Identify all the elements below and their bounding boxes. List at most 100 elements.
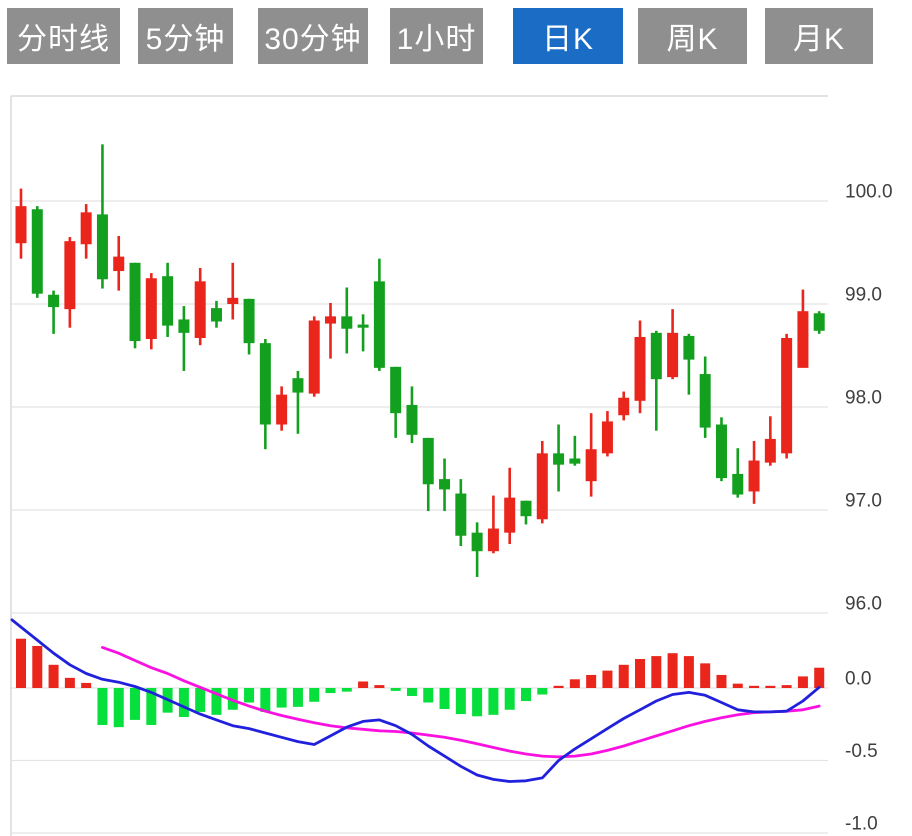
candle-wick <box>296 370 300 434</box>
candle-wick <box>52 290 55 334</box>
macd-bar <box>292 688 303 707</box>
macd-tick-label: 0.0 <box>845 669 871 690</box>
macd-bar <box>814 667 825 688</box>
candle-body <box>308 320 320 394</box>
macd-bar <box>618 664 629 688</box>
price-tick-label: 96.0 <box>845 594 882 615</box>
macd-bar <box>260 688 271 712</box>
macd-bar <box>586 674 597 688</box>
candle-wick <box>182 306 186 371</box>
macd-bar <box>667 653 678 688</box>
macd-bar <box>32 645 43 688</box>
macd-bar <box>309 688 320 702</box>
candle-body <box>455 493 467 536</box>
price-tick-label: 99.0 <box>845 285 882 306</box>
candle-body <box>96 214 108 280</box>
macd-bar <box>325 688 336 694</box>
macd-bar <box>439 688 450 710</box>
candle-body <box>683 335 695 360</box>
macd-bar <box>244 688 255 703</box>
candle-body <box>292 378 304 393</box>
macd-bar <box>781 685 792 688</box>
candle-body <box>259 343 271 425</box>
price-tick-label: 98.0 <box>845 388 882 409</box>
macd-bar <box>455 688 466 715</box>
candle-wick <box>573 435 577 466</box>
tab-minute-line[interactable]: 分时线 <box>7 8 120 64</box>
timeframe-tabbar: 分时线 5分钟 30分钟 1小时 日K 周K 月K <box>0 0 912 72</box>
candle-body <box>650 332 662 380</box>
macd-bar <box>651 656 662 688</box>
candle-body <box>129 262 141 342</box>
macd-bar <box>178 688 189 717</box>
candle-body <box>390 366 402 414</box>
candle-body <box>585 449 597 482</box>
candle-body <box>80 212 92 245</box>
candle-body <box>357 324 369 328</box>
candle-body <box>520 500 532 517</box>
candle-body <box>162 276 174 326</box>
candle-body <box>797 311 809 368</box>
candle-body <box>276 394 288 425</box>
candle-wick <box>492 495 495 554</box>
candle-body <box>813 313 825 331</box>
candle-body <box>504 497 516 533</box>
price-tick-label: 97.0 <box>845 491 882 512</box>
macd-bar <box>553 685 564 688</box>
macd-bar <box>406 688 417 696</box>
macd-bar <box>374 685 385 688</box>
macd-bar <box>423 688 434 703</box>
price-tick-label: 100.0 <box>845 182 893 203</box>
macd-bar <box>504 688 515 710</box>
candle-wick <box>231 262 235 320</box>
candle-body <box>439 479 451 490</box>
macd-bar <box>146 688 157 725</box>
tab-monthly-k[interactable]: 月K <box>765 8 873 64</box>
candle-body <box>618 397 630 416</box>
macd-bar <box>635 659 646 688</box>
candle-body <box>145 278 157 340</box>
candle-wick <box>329 302 332 359</box>
candle-body <box>113 256 125 272</box>
macd-bar <box>683 656 694 688</box>
macd-bar <box>276 688 287 708</box>
macd-bar <box>113 688 124 728</box>
candle-body <box>781 337 793 454</box>
macd-bar <box>341 688 352 692</box>
macd-bar <box>716 674 727 688</box>
candle-body <box>732 473 744 495</box>
tab-1hour[interactable]: 1小时 <box>390 8 483 64</box>
macd-bar <box>81 682 92 688</box>
tab-weekly-k[interactable]: 周K <box>638 8 747 64</box>
tab-daily-k[interactable]: 日K <box>513 8 623 64</box>
dea-line <box>101 646 821 759</box>
candle-body <box>31 209 43 294</box>
candle-wick <box>361 314 365 352</box>
tab-label: 1小时 <box>396 23 477 56</box>
candle-body <box>210 308 222 322</box>
candle-body <box>178 319 190 333</box>
candle-body <box>194 281 206 338</box>
tab-label: 周K <box>666 23 719 56</box>
tab-5min[interactable]: 5分钟 <box>138 8 233 64</box>
tab-label: 日K <box>541 23 594 56</box>
candle-body <box>699 374 711 428</box>
candle-body <box>553 453 565 465</box>
macd-bar <box>537 688 548 695</box>
macd-bar <box>749 685 760 688</box>
macd-bar <box>195 688 206 712</box>
macd-bar <box>765 685 776 688</box>
macd-bar <box>488 688 499 715</box>
candle-body <box>373 281 385 368</box>
candle-body <box>406 404 418 435</box>
tab-30min[interactable]: 30分钟 <box>258 8 368 64</box>
tab-label: 分时线 <box>17 23 110 56</box>
candle-body <box>667 332 679 378</box>
macd-tick-label: -0.5 <box>845 741 878 762</box>
macd-bar <box>520 688 531 702</box>
candle-body <box>487 528 499 552</box>
candle-body <box>64 241 76 310</box>
candle-body <box>634 336 646 401</box>
candle-body <box>536 453 548 520</box>
